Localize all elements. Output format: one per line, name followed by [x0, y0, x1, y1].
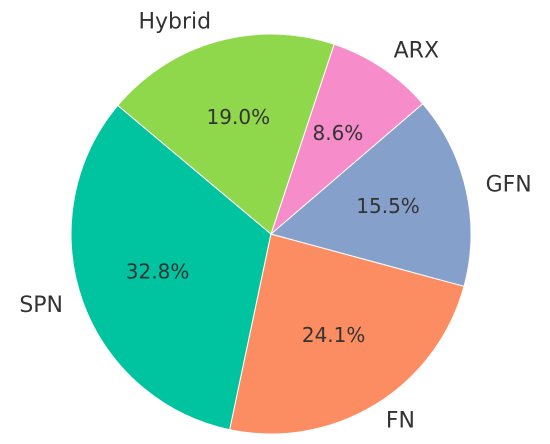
pie-slice: [269, 103, 472, 287]
percent-label: 19.0%: [207, 105, 271, 129]
slice-label: GFN: [486, 172, 532, 197]
slice-label: ARX: [394, 38, 439, 63]
pie-slice: [70, 104, 272, 431]
percent-label: 32.8%: [126, 260, 190, 284]
slice-label: FN: [386, 409, 415, 434]
pie-slice: [269, 43, 424, 236]
pie-slice: [229, 233, 465, 435]
slice-label: Hybrid: [138, 9, 211, 34]
pie-slice: [117, 33, 335, 235]
percent-label: 24.1%: [302, 323, 366, 347]
percent-label: 15.5%: [356, 194, 420, 218]
slice-label: SPN: [19, 293, 63, 318]
percent-label: 8.6%: [312, 121, 363, 145]
